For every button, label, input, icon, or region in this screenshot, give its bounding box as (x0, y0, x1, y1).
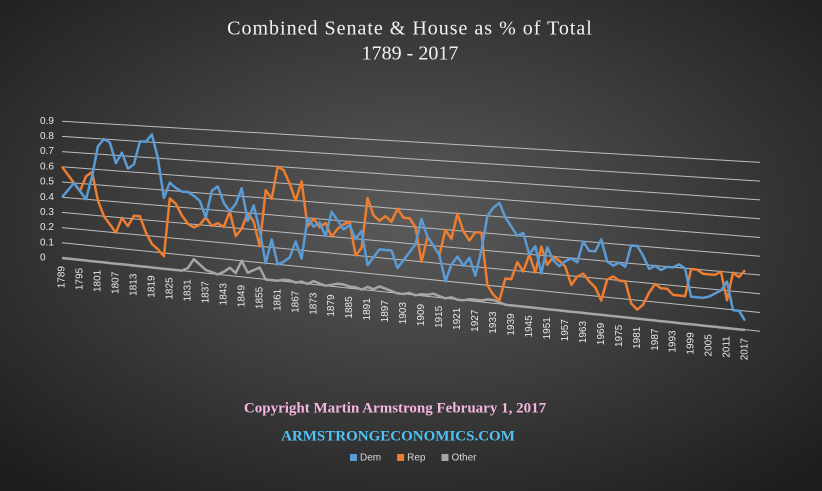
grid-line (61, 135, 761, 182)
x-tick-label: 1855 (254, 286, 265, 309)
legend-label: Rep (407, 453, 426, 464)
x-tick-label: 1837 (200, 281, 211, 304)
y-tick-label: 0.6 (40, 161, 54, 172)
grid-line (61, 166, 761, 220)
x-tick-label: 1813 (129, 273, 140, 296)
chart-title: Combined Senate & House as % of Total (227, 18, 593, 40)
copyright: Copyright Martin Armstrong February 1, 2… (244, 400, 547, 416)
grid-line (61, 181, 761, 238)
x-tick-label: 1921 (452, 307, 463, 330)
x-tick-label: 1993 (668, 330, 679, 353)
x-tick-label: 1945 (524, 315, 535, 338)
legend-label: Other (451, 453, 477, 464)
y-tick-label: 0.3 (40, 207, 54, 218)
y-tick-label: 0.2 (40, 222, 54, 233)
x-tick-label: 1909 (416, 303, 427, 326)
x-tick-label: 1795 (75, 267, 86, 290)
legend-swatch (350, 454, 357, 461)
x-tick-label: 1915 (434, 305, 445, 328)
x-tick-label: 1969 (596, 322, 607, 345)
x-tick-label: 1831 (182, 279, 193, 302)
x-tick-label: 1801 (93, 269, 104, 292)
legend-swatch (397, 454, 405, 461)
x-tick-label: 1933 (488, 311, 499, 334)
x-tick-label: 1879 (326, 294, 337, 317)
x-tick-label: 1819 (147, 275, 158, 298)
x-tick-label: 1927 (470, 309, 481, 332)
x-tick-label: 1873 (308, 292, 319, 315)
grid-line (61, 227, 761, 295)
x-tick-label: 1885 (344, 296, 355, 319)
y-tick-label: 0 (40, 253, 46, 264)
x-tick-label: 2005 (704, 334, 715, 357)
x-tick-label: 1957 (560, 319, 571, 342)
legend-label: Dem (360, 453, 381, 464)
x-tick-label: 1903 (398, 302, 409, 325)
x-tick-label: 1849 (236, 285, 247, 308)
x-tick-label: 1975 (614, 324, 625, 347)
x-tick-label: 1789 (57, 266, 68, 289)
series-line (61, 256, 746, 332)
x-tick-label: 1891 (362, 298, 373, 321)
y-tick-label: 0.1 (40, 237, 54, 248)
x-tick-label: 1825 (164, 277, 175, 300)
x-tick-label: 2011 (722, 336, 733, 358)
chart-subtitle: 1789 - 2017 (362, 43, 459, 65)
grid-line (61, 211, 761, 276)
x-tick-label: 1897 (380, 300, 391, 323)
x-tick-label: 2017 (740, 338, 751, 361)
x-tick-label: 1963 (578, 321, 589, 344)
x-tick-label: 1981 (632, 326, 643, 349)
x-tick-label: 1843 (218, 283, 229, 306)
x-tick-label: 1987 (650, 328, 661, 351)
y-tick-label: 0.9 (40, 116, 54, 127)
series-line (60, 165, 746, 311)
x-tick-label: 1861 (272, 288, 283, 311)
grid-line (61, 151, 761, 201)
x-tick-label: 1951 (542, 317, 553, 340)
y-tick-label: 0.7 (40, 146, 54, 157)
y-tick-label: 0.8 (40, 131, 54, 142)
y-tick-label: 0.4 (40, 192, 54, 203)
legend-swatch (441, 454, 449, 461)
y-tick-label: 0.5 (40, 177, 54, 188)
grid-line (61, 120, 761, 163)
x-tick-label: 1807 (111, 271, 122, 294)
x-tick-label: 1939 (506, 313, 517, 336)
website: ARMSTRONGECONOMICS.COM (281, 428, 515, 444)
x-tick-label: 1867 (290, 290, 301, 313)
series-line (61, 133, 747, 322)
x-tick-label: 1999 (686, 332, 697, 355)
